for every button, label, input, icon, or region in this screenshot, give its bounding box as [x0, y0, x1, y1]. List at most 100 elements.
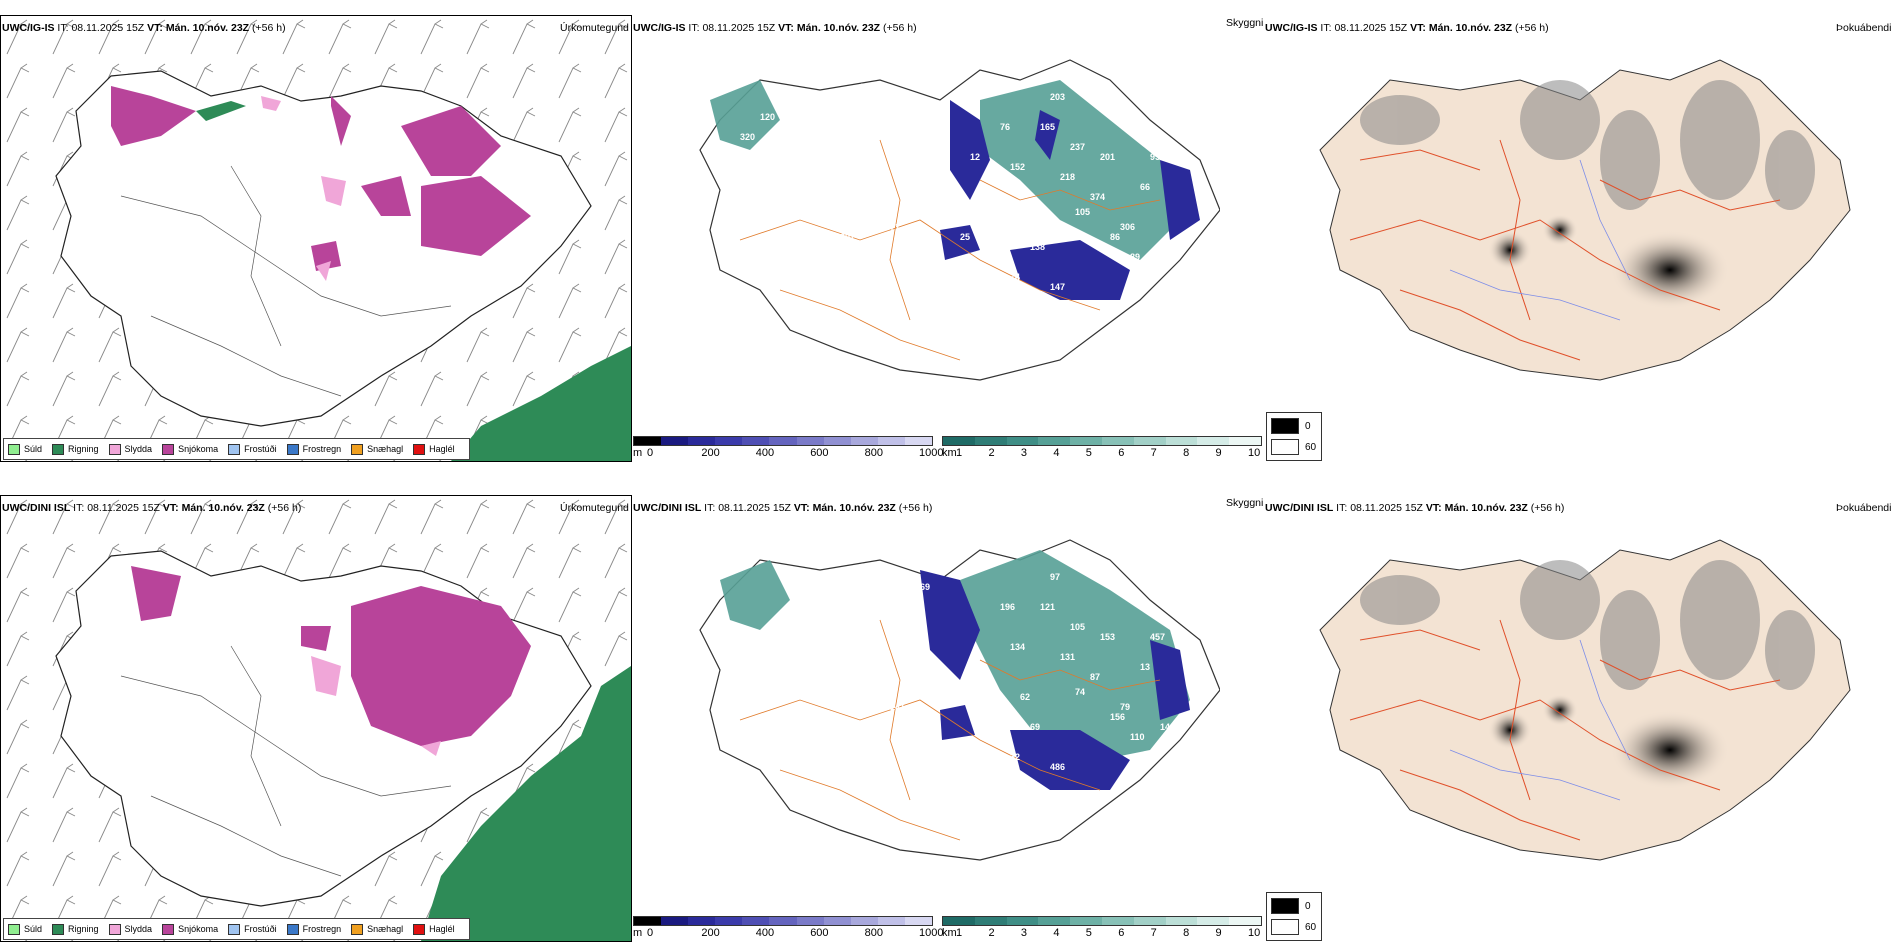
rain-area — [451, 346, 631, 461]
precip-amount-label: 152 — [1010, 162, 1025, 172]
colorbar-segment — [1101, 917, 1134, 925]
fog-legend-item: 60 — [1271, 919, 1317, 935]
colorbar-tick: 4 — [1053, 447, 1060, 459]
precip-amount-label: 82 — [915, 102, 925, 112]
colorbar-segment — [1229, 917, 1261, 925]
precip-amount-label: 66 — [1140, 182, 1150, 192]
precip-amount-label: 81 — [980, 77, 990, 87]
colorbar-unit: m — [633, 927, 643, 939]
precip-amount-label: 96 — [940, 212, 950, 222]
precip-amount-label: 71 — [890, 222, 900, 232]
snow-areas — [111, 86, 531, 271]
colorbar-segment — [1133, 437, 1166, 445]
colorbar-segment — [715, 437, 743, 445]
colorbar-segment — [974, 437, 1007, 445]
precip-amount-label: 97 — [980, 557, 990, 567]
colorbar-segment — [796, 437, 824, 445]
legend-item: Frostregn — [286, 443, 341, 455]
fog-label: 60 — [1305, 921, 1317, 933]
colorbar-segment — [742, 917, 770, 925]
precip-amount-label: 105 — [1070, 622, 1085, 632]
legend-swatch — [413, 923, 426, 935]
precip-amount-label: 199 — [860, 562, 875, 572]
precip-amount-label: 195 — [1030, 312, 1045, 322]
colorbar-tick: 5 — [1085, 927, 1092, 939]
precip-amount-label: 74 — [1010, 272, 1020, 282]
precip-legend: Súld Rigning Slydda Snjókoma Frostúði Frostre… — [3, 918, 470, 940]
colorbar-segment — [1229, 437, 1261, 445]
legend-item: Haglél — [413, 443, 455, 455]
colorbar-tick: 200 — [701, 927, 720, 939]
legend-label: Rigning — [68, 444, 99, 454]
legend-label: Frostúði — [244, 924, 277, 934]
colorbar-segment — [850, 437, 878, 445]
precip-amount-label: 457 — [1150, 632, 1165, 642]
precip-amount-label: 126 — [1030, 792, 1045, 802]
cloud-map: 1991699719615822626029016214297121105131… — [699, 539, 1220, 861]
colorbar-segment — [1197, 917, 1230, 925]
colorbar-segment — [1070, 437, 1102, 445]
legend-item: Frostregn — [286, 923, 341, 935]
precip-amount-label: 320 — [740, 132, 755, 142]
colorbar-tick: 600 — [810, 927, 829, 939]
legend-label: Snjókoma — [178, 444, 219, 454]
precip-amount-label: 87 — [1020, 212, 1030, 222]
legend-label: Haglél — [429, 924, 455, 934]
precip-amount-label: 158 — [780, 607, 795, 617]
legend-swatch — [108, 443, 121, 455]
precip-amount-label: 12 — [970, 152, 980, 162]
fog-legend-item: 0 — [1271, 418, 1317, 434]
colorbar-segment — [742, 437, 770, 445]
precip-amount-label: 87 — [1090, 672, 1100, 682]
legend-item: Snæhagl — [351, 443, 403, 455]
legend-swatch — [286, 443, 299, 455]
precip-amount-label: 86 — [1110, 232, 1120, 242]
legend-swatch — [52, 443, 65, 455]
header-cloud: UWC/DINI ISL IT: 08.11.2025 15Z VT: Mán.… — [633, 502, 933, 514]
precip-amount-label: 10 — [1140, 272, 1150, 282]
fog-legend-item: 0 — [1271, 898, 1317, 914]
legend-label: Súld — [24, 924, 43, 934]
colorbar-segment — [1101, 437, 1134, 445]
colorbar-segment — [769, 917, 797, 925]
title-fog: Þokuábendi — [1836, 22, 1892, 34]
colorbar-segment — [1038, 437, 1071, 445]
legend-item: Frostúði — [228, 923, 277, 935]
colorbar-elevation: m 0 200 400 600 800 1000 — [633, 436, 943, 460]
colorbar-tick: 7 — [1150, 927, 1157, 939]
row-1: Súld Rigning Slydda Snjókoma Frostúði Frostre… — [0, 0, 1900, 470]
precip-amount-label: 306 — [1120, 222, 1135, 232]
colorbar-elevation: m 0 200 400 600 800 1000 — [633, 916, 943, 940]
colorbar-unit: km — [942, 927, 957, 939]
fog-label: 0 — [1305, 900, 1311, 912]
colorbar-tick: 8 — [1183, 447, 1190, 459]
colorbar-tick: 200 — [701, 447, 720, 459]
header-fog: UWC/DINI ISL IT: 08.11.2025 15Z VT: Mán.… — [1265, 502, 1565, 514]
fog-legend: 0 60 — [1266, 412, 1322, 461]
precip-amount-label: 201 — [1100, 152, 1115, 162]
legend-label: Slydda — [124, 924, 153, 934]
precip-type-panel: Súld Rigning Slydda Snjókoma Frostúði Frostre… — [0, 15, 632, 462]
colorbar-segment — [1006, 437, 1039, 445]
fog-map — [1319, 59, 1851, 381]
colorbar-segment — [1165, 437, 1198, 445]
legend-label: Snæhagl — [367, 924, 404, 934]
precip-amount-label: 59 — [850, 117, 860, 127]
colorbar-tick: 800 — [864, 447, 883, 459]
precip-amount-label: 69 — [1030, 722, 1040, 732]
legend-item: Súld — [8, 923, 43, 935]
precip-amount-label: 260 — [850, 597, 865, 607]
precip-amount-label: 89 — [1130, 252, 1140, 262]
legend-swatch — [108, 923, 121, 935]
precip-type-map — [1, 496, 631, 941]
legend-swatch — [162, 923, 175, 935]
precip-amount-label: 141 — [890, 702, 905, 712]
row-2: Súld Rigning Slydda Snjókoma Frostúði Frostre… — [0, 480, 1900, 950]
colorbar-tick: 1 — [956, 927, 963, 939]
colorbar-unit: m — [633, 447, 643, 459]
precip-amount-label: 25 — [960, 232, 970, 242]
precip-amount-label: 97 — [1050, 572, 1060, 582]
title-precip-type: Úrkomutegund — [560, 22, 629, 34]
colorbar-segment — [850, 917, 878, 925]
precip-amount-label: 165 — [1040, 122, 1055, 132]
